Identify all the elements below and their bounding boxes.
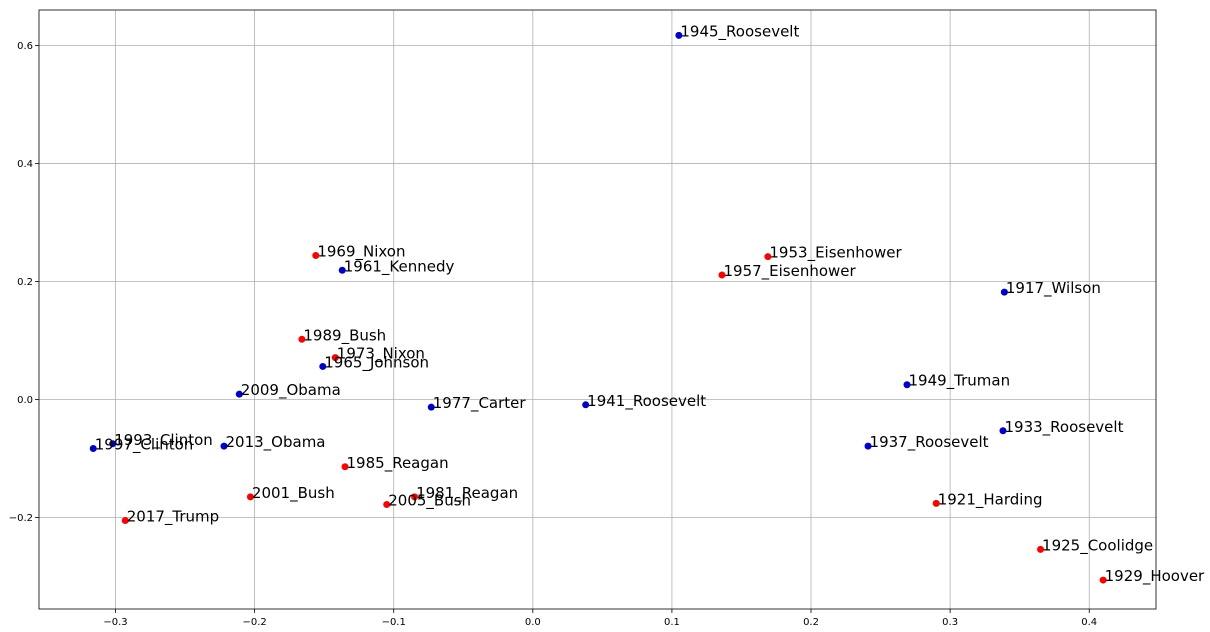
point-label-1941-roosevelt: 1941_Roosevelt [587, 392, 706, 411]
point-1953-eisenhower [764, 253, 772, 261]
point-1997-clinton [89, 444, 97, 452]
x-tick-label: 0.4 [1081, 617, 1097, 628]
point-label-1977-carter: 1977_Carter [433, 394, 527, 413]
plot-area-frame [38, 9, 1157, 610]
point-2005-bush [383, 501, 391, 509]
point-1949-truman [903, 381, 911, 389]
grid-layer [39, 10, 1156, 609]
point-1957-eisenhower [718, 271, 726, 279]
y-axis-ticks: −0.2 0.0 0.2 0.4 0.6 [9, 41, 39, 524]
point-1945-roosevelt [675, 31, 683, 39]
point-1961-kennedy [338, 266, 346, 274]
point-1941-roosevelt [582, 401, 590, 409]
point-label-1917-wilson: 1917_Wilson [1006, 279, 1101, 298]
x-tick-label: 0.2 [803, 617, 819, 628]
x-tick-label: −0.3 [103, 617, 127, 628]
point-2017-trump [121, 516, 129, 524]
point-label-1933-roosevelt: 1933_Roosevelt [1004, 418, 1123, 437]
point-label-1997-clinton: 1997_Clinton [95, 435, 194, 454]
point-1993-clinton [109, 440, 117, 448]
point-label-2009-obama: 2009_Obama [241, 381, 341, 400]
point-1965-johnson [319, 362, 327, 370]
point-label-1949-truman: 1949_Truman [909, 372, 1011, 391]
y-tick-label: 0.2 [17, 277, 33, 288]
point-label-2013-obama: 2013_Obama [226, 433, 326, 452]
point-label-1973-nixon: 1973_Nixon [337, 345, 425, 364]
y-tick-label: 0.4 [17, 159, 33, 170]
point-label-1937-roosevelt: 1937_Roosevelt [870, 433, 989, 452]
point-1969-nixon [312, 252, 320, 260]
point-2013-obama [220, 442, 228, 450]
point-1985-reagan [341, 463, 349, 471]
point-label-1945-roosevelt: 1945_Roosevelt [680, 22, 799, 41]
point-label-1965-johnson: 1965_Johnson [324, 353, 429, 372]
point-label-1961-kennedy: 1961_Kennedy [344, 257, 455, 276]
x-tick-label: −0.1 [382, 617, 406, 628]
point-label-2017-trump: 2017_Trump [127, 507, 219, 526]
point-label-1925-coolidge: 1925_Coolidge [1042, 536, 1153, 555]
point-label-1969-nixon: 1969_Nixon [317, 243, 405, 262]
point-labels: 1945_Roosevelt 1953_Eisenhower1957_Eisenh… [95, 22, 1205, 586]
point-label-2005-bush: 2005_Bush [388, 492, 471, 511]
point-1989-bush [298, 335, 306, 343]
point-1925-coolidge [1037, 545, 1045, 553]
point-1981-reagan [411, 493, 419, 501]
point-1933-roosevelt [999, 427, 1007, 435]
point-1973-nixon [331, 354, 339, 362]
x-tick-label: 0.1 [664, 617, 680, 628]
point-label-1985-reagan: 1985_Reagan [347, 454, 449, 473]
x-tick-label: 0.0 [525, 617, 541, 628]
x-axis-ticks: −0.3 −0.2 −0.1 0.0 0.1 0.2 0.3 0.4 [103, 609, 1097, 628]
point-label-1993-clinton: 1993_Clinton [114, 431, 213, 450]
point-label-1981-reagan: 1981_Reagan [416, 484, 518, 503]
point-label-2001-bush: 2001_Bush [252, 484, 335, 503]
data-points [89, 31, 1107, 584]
point-label-1953-eisenhower: 1953_Eisenhower [769, 244, 902, 263]
point-label-1989-bush: 1989_Bush [303, 326, 386, 345]
point-1929-hoover [1099, 576, 1107, 584]
y-tick-label: −0.2 [9, 513, 33, 524]
point-2009-obama [235, 390, 243, 398]
point-label-1921-harding: 1921_Harding [938, 490, 1043, 509]
x-tick-label: −0.2 [242, 617, 266, 628]
point-2001-bush [246, 493, 254, 501]
point-1977-carter [427, 403, 435, 411]
point-1937-roosevelt [864, 442, 872, 450]
y-tick-label: 0.6 [17, 41, 33, 52]
y-tick-label: 0.0 [17, 395, 33, 406]
point-1921-harding [932, 499, 940, 507]
point-label-1929-hoover: 1929_Hoover [1105, 567, 1205, 586]
x-tick-label: 0.3 [942, 617, 958, 628]
point-1917-wilson [1000, 288, 1008, 296]
point-label-1957-eisenhower: 1957_Eisenhower [723, 262, 856, 281]
